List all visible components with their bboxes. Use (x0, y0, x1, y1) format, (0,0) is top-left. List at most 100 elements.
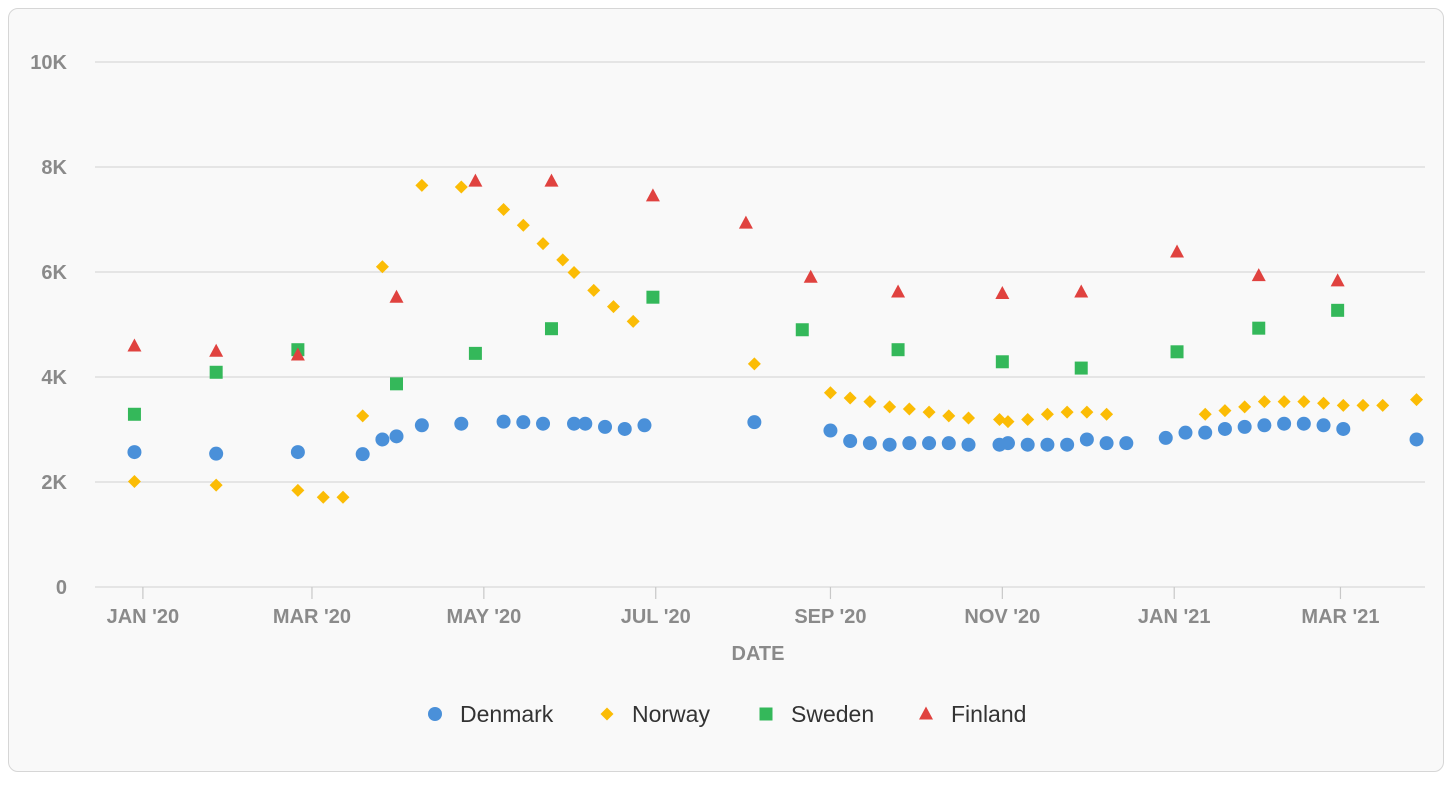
x-tick-label: MAY '20 (446, 606, 521, 628)
data-point-denmark (1217, 421, 1232, 436)
data-point-norway (567, 266, 581, 280)
data-point-denmark (414, 418, 429, 433)
data-point-norway (747, 357, 761, 371)
data-point-denmark (578, 416, 593, 431)
data-point-denmark (516, 415, 531, 430)
data-point-denmark (1409, 432, 1424, 447)
data-point-norway (1060, 405, 1074, 419)
data-point-norway (1410, 393, 1424, 407)
x-axis-label: DATE (732, 643, 785, 665)
data-point-denmark (1040, 437, 1055, 452)
data-point-denmark (1316, 418, 1331, 433)
data-point-sweden (468, 346, 482, 360)
y-tick-label: 4K (41, 367, 67, 389)
data-point-sweden (127, 407, 141, 421)
data-point-norway (942, 409, 956, 423)
data-point-norway (1021, 413, 1035, 427)
series-finland (127, 173, 1345, 361)
data-point-norway (962, 411, 976, 425)
legend-label: Denmark (460, 701, 554, 727)
data-point-norway (1356, 398, 1370, 412)
data-point-sweden (995, 355, 1009, 369)
legend-item-norway[interactable]: Norway (600, 701, 711, 727)
legend-item-sweden[interactable]: Sweden (759, 701, 875, 727)
data-point-finland (389, 289, 404, 303)
legend-marker-denmark (428, 707, 442, 721)
data-point-denmark (1277, 416, 1292, 431)
data-point-norway (902, 402, 916, 416)
data-point-sweden (795, 323, 809, 337)
y-axis-ticks: 0 2K 4K 6K 8K 10K (30, 52, 67, 599)
data-point-denmark (823, 423, 838, 438)
x-tick-label: MAR '20 (273, 606, 351, 628)
data-point-denmark (961, 437, 976, 452)
legend-label: Norway (632, 701, 710, 727)
data-point-norway (1317, 396, 1331, 410)
data-point-norway (336, 490, 350, 504)
data-point-sweden (1252, 321, 1266, 335)
legend-label: Sweden (791, 701, 874, 727)
data-point-finland (645, 188, 660, 202)
data-point-norway (415, 178, 429, 192)
data-point-norway (1001, 415, 1015, 429)
data-point-finland (891, 284, 906, 298)
data-point-sweden (1331, 303, 1345, 317)
data-point-denmark (598, 419, 613, 434)
x-tick-label: NOV '20 (964, 606, 1040, 628)
grid-lines (95, 61, 1425, 588)
data-point-norway (606, 300, 620, 314)
data-point-norway (587, 283, 601, 297)
data-point-norway (209, 478, 223, 492)
data-points (127, 173, 1424, 504)
legend-item-finland[interactable]: Finland (919, 701, 1026, 727)
data-point-norway (127, 474, 141, 488)
data-point-finland (1330, 273, 1345, 287)
data-point-norway (823, 386, 837, 400)
data-point-denmark (209, 446, 224, 461)
legend-label: Finland (951, 701, 1026, 727)
legend-item-denmark[interactable]: Denmark (428, 701, 554, 727)
data-point-denmark (1257, 418, 1272, 433)
x-tick-label: MAR '21 (1301, 606, 1379, 628)
legend: Denmark Norway Sweden Finland (428, 701, 1026, 727)
series-norway (127, 178, 1424, 504)
data-point-denmark (127, 445, 142, 460)
data-point-finland (468, 173, 483, 187)
data-point-norway (1277, 395, 1291, 409)
data-point-sweden (1170, 345, 1184, 359)
data-point-norway (1100, 407, 1114, 421)
data-point-finland (1251, 268, 1266, 282)
data-point-norway (863, 395, 877, 409)
data-point-sweden (891, 343, 905, 357)
data-point-finland (209, 343, 224, 357)
series-sweden (127, 290, 1345, 421)
data-point-norway (626, 314, 640, 328)
data-point-sweden (209, 365, 223, 379)
data-point-denmark (882, 437, 897, 452)
data-point-sweden (544, 322, 558, 336)
data-point-denmark (637, 418, 652, 433)
data-point-finland (995, 286, 1010, 300)
data-point-norway (536, 237, 550, 251)
data-point-denmark (536, 416, 551, 431)
y-tick-label: 0 (56, 577, 67, 599)
data-point-denmark (902, 436, 917, 451)
data-point-denmark (941, 436, 956, 451)
legend-marker-finland (919, 706, 933, 720)
chart-card (8, 8, 1444, 772)
data-point-norway (1238, 400, 1252, 414)
data-point-sweden (646, 290, 660, 304)
data-point-norway (291, 483, 305, 497)
data-point-norway (497, 203, 511, 217)
data-point-denmark (843, 434, 858, 449)
data-point-finland (127, 338, 142, 352)
data-point-denmark (389, 429, 404, 444)
data-point-finland (1170, 244, 1185, 258)
data-point-finland (738, 215, 753, 229)
x-tick-label: JAN '20 (107, 606, 180, 628)
y-tick-label: 6K (41, 262, 67, 284)
data-point-norway (1297, 395, 1311, 409)
data-point-norway (1376, 398, 1390, 412)
data-point-sweden (390, 377, 404, 391)
